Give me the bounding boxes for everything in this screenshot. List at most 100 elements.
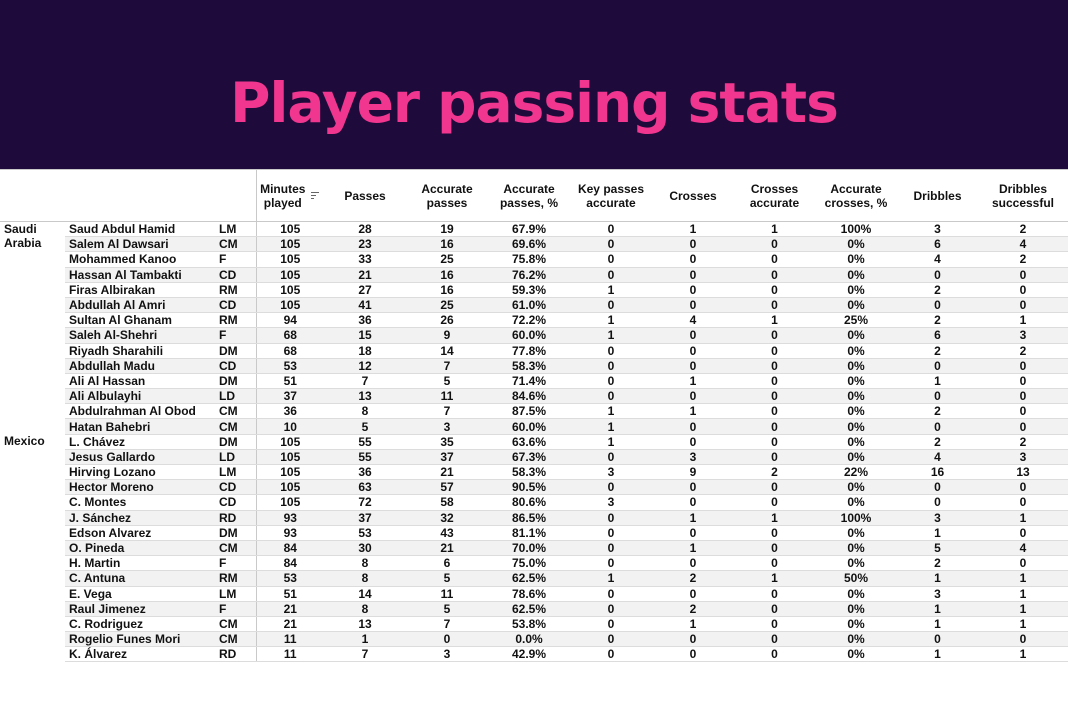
stat-accurate-passes: 42.9% <box>488 646 570 663</box>
stat-key-passes-accurate: 0 <box>570 343 652 359</box>
player-position: CD <box>215 494 257 511</box>
table-row: Hirving Lozano LM 105 36 21 58.3% 3 9 2 22% 16 13 <box>0 464 1068 481</box>
player-name: Abdulrahman Al Obod <box>65 403 215 420</box>
stat-accurate-crosses: 0% <box>815 449 897 466</box>
stat-key-passes-accurate: 0 <box>570 479 652 496</box>
stat-dribbles: 0 <box>897 631 978 648</box>
column-header-key-passes-accurate: Key passes accurate <box>570 169 652 222</box>
stat-dribbles: 2 <box>897 343 978 359</box>
table-body: Saudi Arabia Saud Abdul Hamid LM 105 28 19 67.… <box>0 221 1068 663</box>
stat-passes: 63 <box>324 479 406 496</box>
stat-dribbles: 4 <box>897 251 978 268</box>
stat-accurate-passes: 19 <box>406 221 488 238</box>
stat-accurate-passes: 75.0% <box>488 555 570 572</box>
stat-accurate-crosses: 0% <box>815 343 897 359</box>
stat-key-passes-accurate: 3 <box>570 464 652 481</box>
stat-crosses: 0 <box>652 479 734 496</box>
stat-dribbles-successful: 1 <box>978 586 1068 602</box>
stat-minutes-played: 10 <box>256 418 324 435</box>
stat-dribbles-successful: 13 <box>978 464 1068 481</box>
stat-crosses: 0 <box>652 494 734 511</box>
player-name: Hirving Lozano <box>65 464 215 481</box>
stat-accurate-passes: 67.3% <box>488 449 570 466</box>
player-position: CM <box>215 631 257 648</box>
table-row: E. Vega LM 51 14 11 78.6% 0 0 0 0% 3 1 <box>0 586 1068 602</box>
stat-dribbles-successful: 2 <box>978 343 1068 359</box>
stat-accurate-passes: 58 <box>406 494 488 511</box>
stat-key-passes-accurate: 1 <box>570 418 652 435</box>
stat-accurate-passes: 21 <box>406 540 488 557</box>
stat-accurate-passes: 7 <box>406 616 488 633</box>
stat-accurate-crosses: 0% <box>815 267 897 283</box>
stat-crosses-accurate: 0 <box>734 479 815 496</box>
stat-accurate-passes: 87.5% <box>488 403 570 420</box>
stat-accurate-crosses: 0% <box>815 434 897 450</box>
stat-dribbles-successful: 0 <box>978 418 1068 435</box>
stat-accurate-passes: 59.3% <box>488 282 570 298</box>
stat-accurate-crosses: 0% <box>815 555 897 572</box>
stat-accurate-passes: 32 <box>406 510 488 526</box>
stat-accurate-passes: 77.8% <box>488 343 570 359</box>
stat-accurate-crosses: 25% <box>815 312 897 329</box>
stat-accurate-crosses: 0% <box>815 540 897 557</box>
stat-crosses: 0 <box>652 434 734 450</box>
stat-accurate-passes: 61.0% <box>488 297 570 314</box>
stat-crosses-accurate: 0 <box>734 540 815 557</box>
stat-accurate-crosses: 0% <box>815 282 897 298</box>
stat-key-passes-accurate: 0 <box>570 525 652 541</box>
stat-accurate-passes: 16 <box>406 282 488 298</box>
stat-accurate-passes: 60.0% <box>488 327 570 344</box>
stat-crosses: 0 <box>652 282 734 298</box>
table-row: Ali Al Hassan DM 51 7 5 71.4% 0 1 0 0% 1 0 <box>0 373 1068 390</box>
stat-dribbles: 6 <box>897 327 978 344</box>
stat-accurate-passes: 57 <box>406 479 488 496</box>
stat-passes: 8 <box>324 601 406 617</box>
stat-accurate-passes: 0 <box>406 631 488 648</box>
player-position: CM <box>215 236 257 253</box>
stat-dribbles: 0 <box>897 494 978 511</box>
stat-accurate-passes: 71.4% <box>488 373 570 390</box>
table-row: Riyadh Sharahili DM 68 18 14 77.8% 0 0 0 0% 2 2 <box>0 343 1068 359</box>
stat-accurate-crosses: 100% <box>815 221 897 238</box>
table-row: H. Martin F 84 8 6 75.0% 0 0 0 0% 2 0 <box>0 555 1068 572</box>
column-header-minutes-played[interactable]: Minutes played <box>256 169 324 222</box>
column-header-dribbles-successful: Dribbles successful <box>978 169 1068 222</box>
table-row: Edson Alvarez DM 93 53 43 81.1% 0 0 0 0% 1 0 <box>0 525 1068 541</box>
player-position: LD <box>215 449 257 466</box>
stat-crosses-accurate: 0 <box>734 555 815 572</box>
stat-accurate-passes: 53.8% <box>488 616 570 633</box>
stat-key-passes-accurate: 0 <box>570 236 652 253</box>
stat-passes: 37 <box>324 510 406 526</box>
stat-dribbles: 2 <box>897 312 978 329</box>
stat-passes: 8 <box>324 570 406 587</box>
player-position: CM <box>215 403 257 420</box>
stat-key-passes-accurate: 3 <box>570 494 652 511</box>
stat-dribbles-successful: 3 <box>978 327 1068 344</box>
stat-key-passes-accurate: 1 <box>570 327 652 344</box>
stat-key-passes-accurate: 1 <box>570 570 652 587</box>
stat-dribbles: 2 <box>897 434 978 450</box>
stat-minutes-played: 105 <box>256 434 324 450</box>
column-header-label: Key passes accurate <box>577 181 645 210</box>
stat-accurate-passes: 62.5% <box>488 570 570 587</box>
stat-dribbles-successful: 0 <box>978 388 1068 405</box>
column-header-accurate-crosses: Accurate crosses, % <box>815 169 897 222</box>
stat-key-passes-accurate: 0 <box>570 251 652 268</box>
stat-dribbles-successful: 0 <box>978 282 1068 298</box>
player-position: F <box>215 327 257 344</box>
stat-dribbles-successful: 0 <box>978 631 1068 648</box>
stat-minutes-played: 21 <box>256 616 324 633</box>
player-position: CD <box>215 479 257 496</box>
stat-accurate-crosses: 0% <box>815 358 897 374</box>
stat-crosses: 1 <box>652 540 734 557</box>
stat-passes: 5 <box>324 418 406 435</box>
stat-crosses-accurate: 0 <box>734 358 815 374</box>
stat-passes: 23 <box>324 236 406 253</box>
stat-accurate-crosses: 0% <box>815 403 897 420</box>
sort-icon[interactable] <box>311 191 320 200</box>
stat-minutes-played: 93 <box>256 525 324 541</box>
stat-accurate-passes: 86.5% <box>488 510 570 526</box>
stat-minutes-played: 84 <box>256 540 324 557</box>
stat-passes: 7 <box>324 646 406 663</box>
stat-dribbles-successful: 0 <box>978 494 1068 511</box>
